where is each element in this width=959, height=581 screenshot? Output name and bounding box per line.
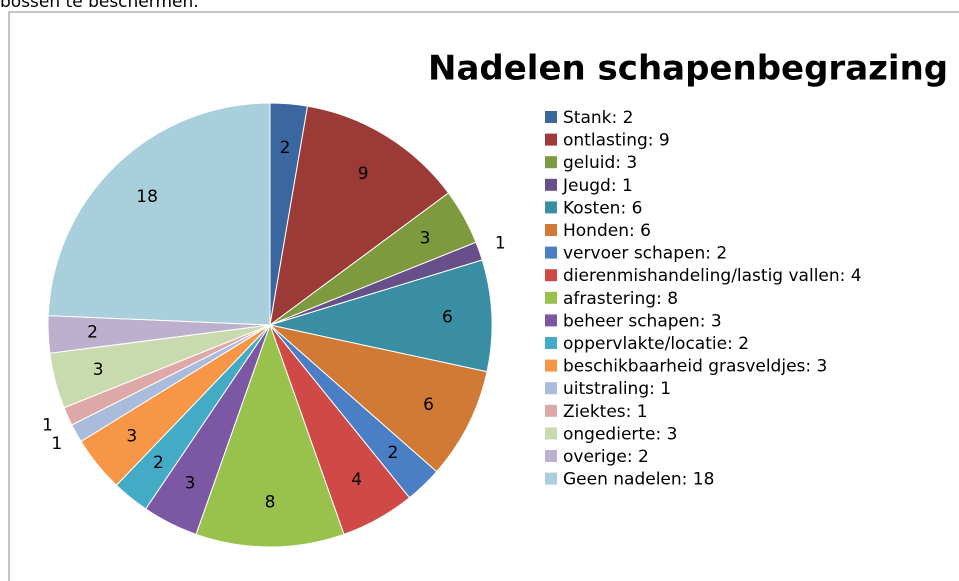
data-label: 3 (93, 360, 104, 380)
legend-swatch (545, 269, 557, 282)
legend-swatch (545, 201, 557, 214)
legend-label: Stank: 2 (563, 108, 633, 128)
legend-label: uitstraling: 1 (563, 379, 671, 399)
pie-slice (268, 259, 493, 373)
legend-swatch (545, 156, 557, 169)
legend-swatch (545, 111, 557, 123)
data-label: 2 (87, 323, 98, 343)
data-label: 1 (495, 234, 506, 254)
data-label: 9 (358, 164, 369, 184)
data-label: 2 (387, 443, 398, 463)
data-label: 4 (351, 470, 362, 490)
legend-label: Jeugd: 1 (562, 176, 633, 196)
page-text: bossen te beschermen. (0, 0, 199, 12)
data-label: 1 (42, 416, 53, 436)
legend-label: ontlasting: 9 (563, 131, 670, 151)
legend-swatch (545, 178, 557, 191)
legend-swatch (545, 404, 557, 417)
legend-swatch (545, 337, 557, 349)
legend-swatch (545, 246, 557, 259)
legend-swatch (545, 382, 557, 395)
data-label: 2 (153, 453, 164, 473)
legend-label: dierenmishandeling/lastig vallen: 4 (563, 266, 862, 286)
legend-label: afrastering: 8 (563, 289, 678, 309)
legend-swatch (545, 314, 557, 327)
legend-label: oppervlakte/locatie: 2 (563, 334, 749, 354)
data-label: 3 (185, 474, 196, 494)
legend-label: beschikbaarheid grasveldjes: 3 (563, 357, 827, 377)
data-label: 2 (280, 138, 291, 158)
data-label: 18 (136, 187, 158, 207)
legend-swatch (545, 450, 557, 462)
pie-slice (268, 324, 488, 473)
legend-label: beheer schapen: 3 (563, 311, 722, 331)
data-label: 3 (126, 427, 137, 447)
chart-title: Nadelen schapenbegrazing (428, 49, 948, 89)
legend-label: Geen nadelen: 18 (563, 470, 714, 490)
legend-label: Honden: 6 (563, 221, 651, 241)
legend-swatch (545, 359, 557, 372)
pie-slice (269, 105, 450, 327)
legend-label: geluid: 3 (563, 153, 637, 173)
data-label: 1 (51, 434, 62, 454)
data-label: 6 (442, 307, 453, 327)
legend-label: overige: 2 (563, 447, 649, 467)
legend-swatch (545, 291, 557, 304)
legend-swatch (545, 427, 557, 440)
legend-swatch (545, 133, 557, 146)
legend-swatch (545, 224, 557, 236)
legend-label: Ziektes: 1 (563, 402, 648, 422)
data-label: 6 (423, 395, 434, 415)
pie-slice (195, 323, 345, 548)
pie-slice (47, 102, 271, 326)
legend-label: vervoer schapen: 2 (563, 244, 727, 264)
legend-label: ongedierte: 3 (563, 424, 677, 444)
data-label: 8 (265, 493, 276, 513)
data-label: 3 (420, 228, 431, 248)
legend-swatch (545, 472, 557, 485)
legend-label: Kosten: 6 (563, 198, 642, 218)
